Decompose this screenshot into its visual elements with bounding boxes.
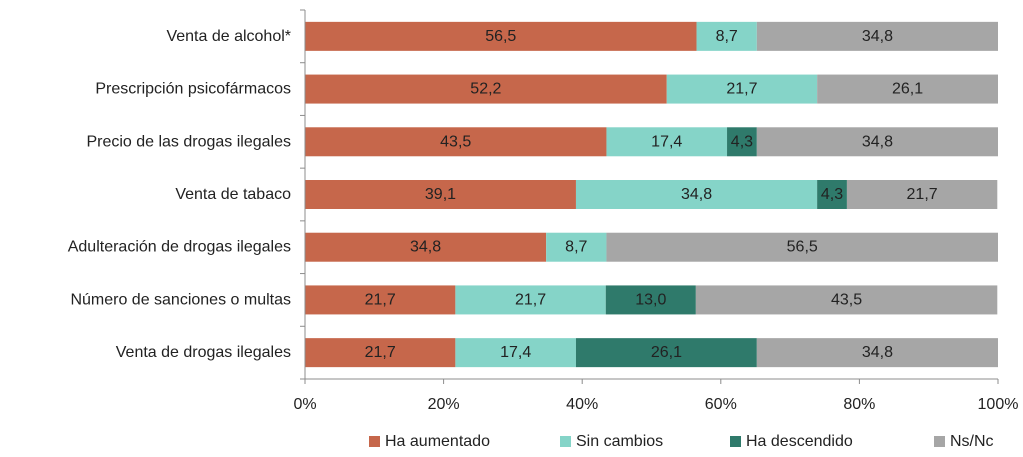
legend-swatch: [934, 436, 945, 447]
category-label: Venta de alcohol*: [166, 28, 291, 45]
bar-data-label: 21,7: [515, 291, 546, 308]
bar-data-label: 21,7: [365, 344, 396, 361]
bar-segment: [455, 338, 576, 368]
bar-segment: [817, 180, 847, 209]
bar-segment: [756, 21, 998, 51]
x-tick-label: 40%: [566, 396, 598, 413]
bar-segment: [305, 127, 607, 157]
bar-segment: [756, 338, 998, 368]
bars-layer: 56,5 8,7 34,8 52,2 21,7 26,1 43,5 17,4 4,3 34,8 39…: [305, 21, 998, 368]
x-tick-label: 20%: [428, 396, 460, 413]
bar-segment: [455, 285, 606, 315]
category-label: Venta de tabaco: [175, 186, 291, 203]
bar-data-label: 8,7: [716, 28, 738, 45]
bar-segment: [546, 232, 607, 262]
legend-swatch: [730, 436, 741, 447]
bar-segment: [305, 285, 456, 315]
bar-segment: [606, 232, 998, 262]
bar-segment: [305, 74, 667, 104]
bar-data-label: 13,0: [635, 291, 666, 308]
category-label: Prescripción psicofármacos: [95, 81, 291, 98]
bar-data-label: 21,7: [365, 291, 396, 308]
bar-segment: [817, 74, 998, 104]
bar-segment: [305, 180, 576, 209]
bar-segment: [846, 180, 998, 209]
bar-segment: [305, 21, 697, 51]
bar-segment: [305, 232, 547, 262]
legend-swatch: [369, 436, 380, 447]
legend-label: Ha descendido: [746, 433, 853, 450]
legend-label: Ha aumentado: [385, 433, 490, 450]
x-axis-ticks: 0% 20% 40% 60% 80% 100%: [293, 379, 1018, 413]
bar-data-label: 56,5: [787, 239, 818, 256]
bar-data-label: 4,3: [731, 133, 753, 150]
bar-segment: [727, 127, 757, 157]
bar-data-label: 17,4: [651, 133, 682, 150]
bar-segment: [606, 127, 728, 157]
bar-segment: [756, 127, 998, 157]
bar-segment: [695, 285, 998, 315]
bar-data-label: 52,2: [470, 81, 501, 98]
bar-data-label: 8,7: [565, 239, 587, 256]
category-label: Adulteración de drogas ilegales: [68, 239, 291, 256]
bar-data-label: 34,8: [862, 133, 893, 150]
category-label: Número de sanciones o multas: [70, 291, 291, 308]
bar-segment: [305, 338, 456, 368]
category-labels: Venta de alcohol* Prescripción psicofárma…: [68, 9, 305, 380]
legend: Ha aumentado Sin cambios Ha descendido Ns/N…: [369, 433, 994, 450]
bar-segment: [696, 21, 757, 51]
bar-data-label: 21,7: [726, 81, 757, 98]
x-tick-label: 0%: [293, 396, 316, 413]
bar-data-label: 43,5: [831, 291, 862, 308]
bar-segment: [575, 338, 757, 368]
legend-label: Sin cambios: [576, 433, 663, 450]
bar-segment: [575, 180, 818, 209]
legend-swatch: [560, 436, 571, 447]
x-tick-label: 100%: [978, 396, 1019, 413]
legend-label: Ns/Nc: [950, 433, 994, 450]
bar-segment: [605, 285, 696, 315]
bar-data-label: 34,8: [681, 186, 712, 203]
x-tick-label: 80%: [843, 396, 875, 413]
bar-data-label: 26,1: [651, 344, 682, 361]
category-label: Venta de drogas ilegales: [116, 344, 291, 361]
bar-data-label: 34,8: [862, 344, 893, 361]
bar-data-label: 21,7: [907, 186, 938, 203]
bar-data-label: 39,1: [425, 186, 456, 203]
bar-data-label: 56,5: [485, 28, 516, 45]
bar-data-label: 34,8: [410, 239, 441, 256]
bar-data-label: 4,3: [821, 186, 843, 203]
bar-data-label: 17,4: [500, 344, 531, 361]
category-label: Precio de las drogas ilegales: [86, 133, 291, 150]
bar-data-label: 43,5: [440, 133, 471, 150]
bar-data-label: 26,1: [892, 81, 923, 98]
x-tick-label: 60%: [705, 396, 737, 413]
bar-data-label: 34,8: [862, 28, 893, 45]
bar-segment: [666, 74, 818, 104]
